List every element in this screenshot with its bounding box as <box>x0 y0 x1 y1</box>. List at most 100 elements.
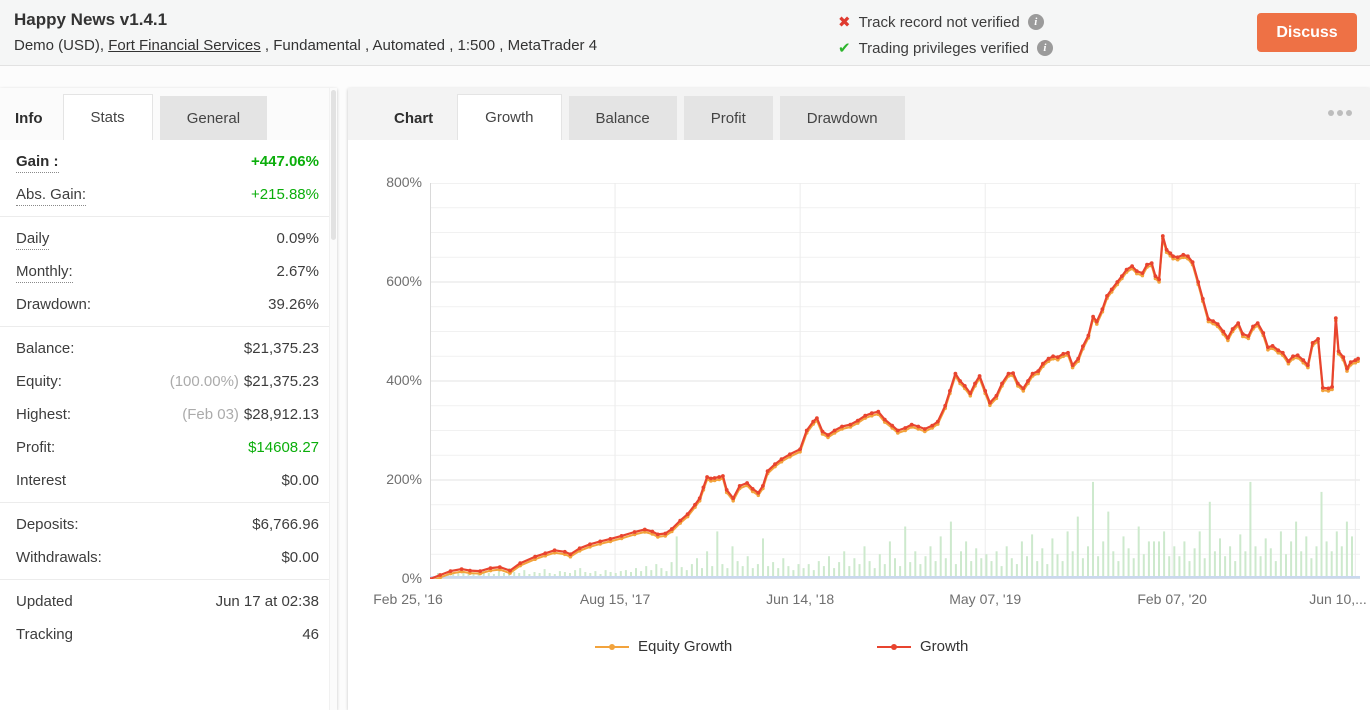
stat-value: +215.88% <box>251 186 319 203</box>
activity-bar <box>1340 546 1343 576</box>
stat-row: Withdrawals: $0.00 <box>0 541 329 574</box>
broker-link[interactable]: Fort Financial Services <box>108 37 261 54</box>
info-icon[interactable]: i <box>1036 40 1053 56</box>
activity-bar <box>558 571 561 577</box>
chart-tab-chart[interactable]: Chart <box>394 109 434 127</box>
chart-tab-growth[interactable]: Growth <box>457 94 562 140</box>
activity-bar <box>457 573 460 576</box>
activity-bar <box>797 564 800 576</box>
activity-bar <box>985 554 988 576</box>
activity-bar <box>1295 521 1298 577</box>
sidebar-tab-stats[interactable]: Stats <box>62 94 153 140</box>
activity-bar <box>1107 511 1110 576</box>
activity-bar <box>812 570 815 576</box>
legend-item-equity-growth[interactable]: Equity Growth <box>595 638 732 655</box>
stat-row: Abs. Gain: +215.88% <box>0 178 329 211</box>
stat-label[interactable]: Daily <box>16 230 50 250</box>
activity-bar <box>762 538 764 576</box>
activity-bar <box>523 570 526 576</box>
stat-label: Balance: <box>16 340 74 357</box>
activity-bar <box>899 566 902 576</box>
activity-bar <box>1178 556 1181 576</box>
y-axis-label: 200% <box>386 471 422 487</box>
stat-row: Equity: (100.00%) $21,375.23 <box>0 365 329 398</box>
discuss-button[interactable]: Discuss <box>1257 13 1357 52</box>
stat-label-text: Daily <box>16 230 50 250</box>
y-axis-label: 800% <box>386 174 422 190</box>
activity-bar <box>1285 554 1287 576</box>
activity-bar <box>553 574 556 576</box>
activity-bar <box>883 564 886 576</box>
chart-tab-profit[interactable]: Profit <box>683 96 773 140</box>
info-icon[interactable]: i <box>1027 14 1044 30</box>
activity-bar <box>1142 554 1145 576</box>
y-axis-label: 400% <box>386 372 422 388</box>
stat-label: Tracking <box>16 626 73 643</box>
activity-bar <box>624 570 627 576</box>
activity-bar <box>1168 556 1171 576</box>
activity-bar <box>1320 491 1323 576</box>
activity-bar <box>1229 546 1232 576</box>
activity-bar <box>1051 538 1054 576</box>
activity-bar <box>949 521 952 577</box>
chart-tab-drawdown[interactable]: Drawdown <box>779 96 905 140</box>
activity-bar <box>1031 534 1034 576</box>
stat-value: 0.09% <box>276 230 319 247</box>
stat-label[interactable]: Monthly: <box>16 263 73 283</box>
activity-bar <box>767 566 770 576</box>
stat-row: Daily 0.09% <box>0 222 329 255</box>
activity-bar <box>756 564 759 576</box>
ellipsis-menu-icon[interactable] <box>1328 110 1352 116</box>
activity-bar <box>701 568 703 576</box>
stat-label-text: Tracking <box>16 626 73 643</box>
sidebar-tab-general[interactable]: General <box>159 96 268 140</box>
activity-bar <box>452 574 455 576</box>
stat-label-text: Profit: <box>16 439 56 456</box>
activity-bar <box>655 564 658 576</box>
activity-bar <box>1005 546 1008 576</box>
stat-label[interactable]: Gain : <box>16 153 59 173</box>
sidebar-scrollbar[interactable] <box>329 88 337 710</box>
activity-bar <box>1249 481 1252 576</box>
activity-bar <box>853 558 856 576</box>
activity-bar <box>660 568 663 576</box>
chart-tab-balance[interactable]: Balance <box>568 96 677 140</box>
activity-bar <box>960 551 962 577</box>
activity-bar <box>741 566 744 576</box>
legend-marker-icon <box>595 643 629 650</box>
activity-bar <box>1269 548 1272 576</box>
activity-bar <box>817 561 820 576</box>
activity-bar <box>1224 556 1227 576</box>
activity-bar <box>1081 558 1084 576</box>
activity-bar <box>965 541 968 576</box>
stat-value: $6,766.96 <box>252 516 319 533</box>
activity-bar <box>1061 561 1064 576</box>
activity-bar <box>1102 541 1105 576</box>
activity-bar <box>1087 546 1089 576</box>
activity-bar <box>1239 534 1242 576</box>
activity-bar <box>1117 561 1120 576</box>
sidebar-tab-info[interactable]: Info <box>15 109 43 127</box>
stat-value-text: 46 <box>302 626 319 643</box>
activity-bar <box>807 564 810 576</box>
stat-label[interactable]: Abs. Gain: <box>16 186 87 206</box>
activity-bar <box>843 551 846 577</box>
stat-value-text: $28,912.13 <box>243 406 319 423</box>
activity-bar <box>594 571 597 577</box>
activity-bar <box>934 561 937 576</box>
stat-label-text: Updated <box>16 593 73 610</box>
legend-item-growth[interactable]: Growth <box>877 638 968 655</box>
activity-bar <box>746 556 749 576</box>
activity-bar <box>929 546 932 576</box>
activity-bar <box>614 573 617 576</box>
activity-bar <box>1026 556 1028 576</box>
activity-bar <box>1305 536 1308 576</box>
activity-bar <box>1310 558 1313 576</box>
x-axis-label: Feb 25, '16 <box>373 591 443 607</box>
activity-bar <box>731 546 734 576</box>
activity-bar <box>1071 551 1074 577</box>
stat-label: Profit: <box>16 439 55 456</box>
activity-bar <box>1041 548 1044 576</box>
activity-bar <box>665 571 668 577</box>
stat-value: (Feb 03) $28,912.13 <box>182 406 319 423</box>
